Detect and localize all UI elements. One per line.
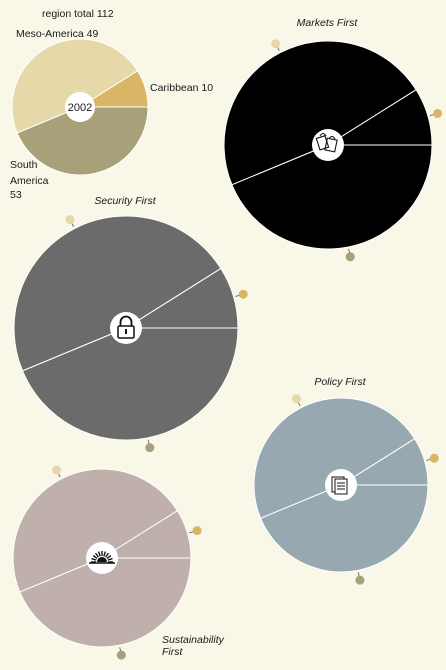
slice-meso-america [19, 557, 192, 648]
marker-caribbean [429, 453, 439, 463]
shopping-bags-icon [315, 132, 338, 153]
marker-meso-america [145, 443, 155, 453]
marker-meso-america [116, 650, 126, 660]
pie-security-first-slices [13, 215, 239, 441]
slice-south-america [11, 38, 139, 134]
pie-policy-first-slices [253, 397, 429, 573]
slice-meso-america [259, 484, 429, 573]
pie-markets-first-markers [271, 39, 443, 262]
pie-security-first-title: Security First [94, 195, 156, 207]
pie-markets-first-title: Markets First [297, 17, 359, 29]
marker-south-america [271, 39, 281, 49]
slice-south-america [223, 40, 417, 186]
documents-icon [331, 476, 348, 495]
marker-caribbean [192, 526, 202, 536]
pie-security-first-markers [65, 215, 248, 453]
pie-sustainability-first-slices [12, 468, 192, 648]
pie-policy-first-markers [291, 394, 439, 585]
slice-meso-america [231, 144, 433, 250]
pie-sustainability-first: Sustainability First [12, 465, 227, 660]
marker-caribbean [433, 108, 443, 118]
sun-icon [89, 551, 115, 564]
label-caribbean: Caribbean 10 [150, 82, 213, 94]
slice-meso-america [16, 106, 149, 176]
pie-sustainability-first-title: Sustainability First [162, 634, 227, 658]
slice-south-america [253, 397, 416, 519]
marker-caribbean [238, 289, 248, 299]
pie-2002-slices [11, 38, 149, 176]
pie-2002: region total 112 2002 Caribbean 10 Meso-… [10, 8, 213, 201]
pie-markets-first: Markets First [223, 17, 443, 262]
marker-south-america [52, 465, 62, 475]
pie-2002-center-disc [65, 92, 95, 122]
slice-meso-america [21, 327, 239, 441]
slice-south-america [13, 215, 222, 372]
marker-south-america [65, 215, 75, 225]
marker-meso-america [345, 252, 355, 262]
label-meso-america: Meso-America 49 [16, 28, 98, 40]
pie-2002-center-label: 2002 [68, 102, 92, 114]
marker-meso-america [355, 575, 365, 585]
pie-policy-first-title: Policy First [314, 376, 366, 388]
pie-sustainability-first-markers [52, 465, 202, 660]
pie-security-first: Security First [13, 195, 248, 453]
marker-south-america [291, 394, 301, 404]
pie-markets-first-slices [223, 40, 433, 250]
padlock-icon [117, 315, 135, 339]
pie-policy-first: Policy First [253, 376, 439, 585]
label-south-america: South America 53 [10, 159, 49, 201]
pie-2002-title: region total 112 [42, 8, 114, 20]
slice-south-america [12, 468, 179, 593]
